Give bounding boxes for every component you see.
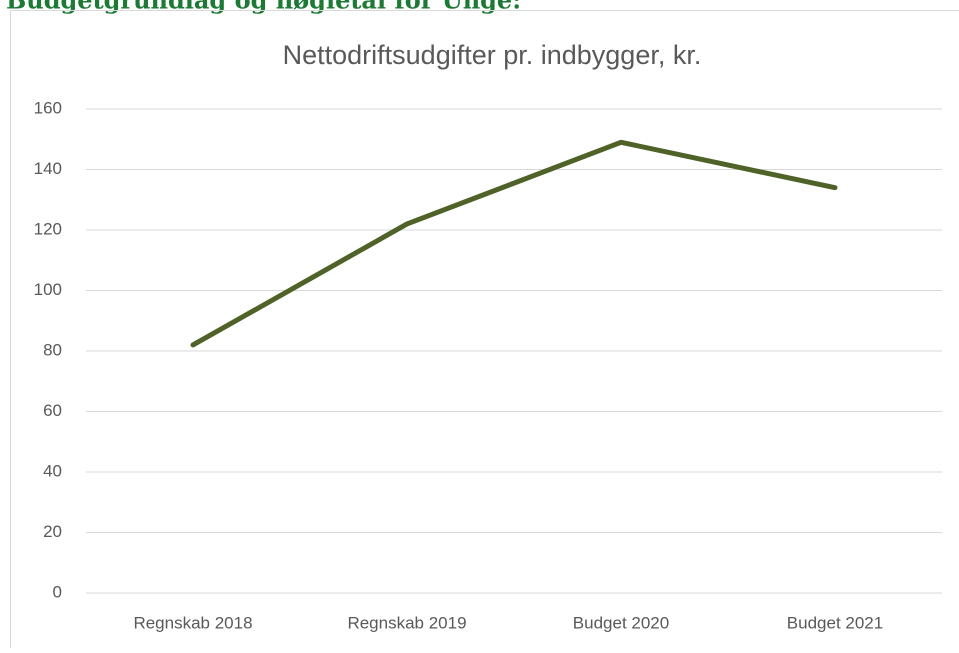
chart-frame	[11, 11, 959, 649]
x-tick-label: Regnskab 2019	[347, 613, 466, 632]
y-tick-label: 140	[34, 159, 62, 178]
y-tick-label: 160	[34, 98, 62, 117]
x-tick-label: Budget 2021	[787, 613, 883, 632]
x-tick-label: Regnskab 2018	[133, 613, 252, 632]
y-tick-label: 100	[34, 280, 62, 299]
y-tick-label: 120	[34, 219, 62, 238]
x-tick-label: Budget 2020	[573, 613, 669, 632]
y-tick-label: 40	[43, 461, 62, 480]
y-tick-label: 0	[53, 582, 62, 601]
data-line	[193, 142, 835, 345]
page-heading: Budgetgrundlag og nøgletal for Unge:	[6, 0, 521, 15]
chart-title: Nettodriftsudgifter pr. indbygger, kr.	[283, 40, 702, 70]
y-tick-label: 60	[43, 401, 62, 420]
y-tick-label: 80	[43, 340, 62, 359]
y-tick-label: 20	[43, 522, 62, 541]
